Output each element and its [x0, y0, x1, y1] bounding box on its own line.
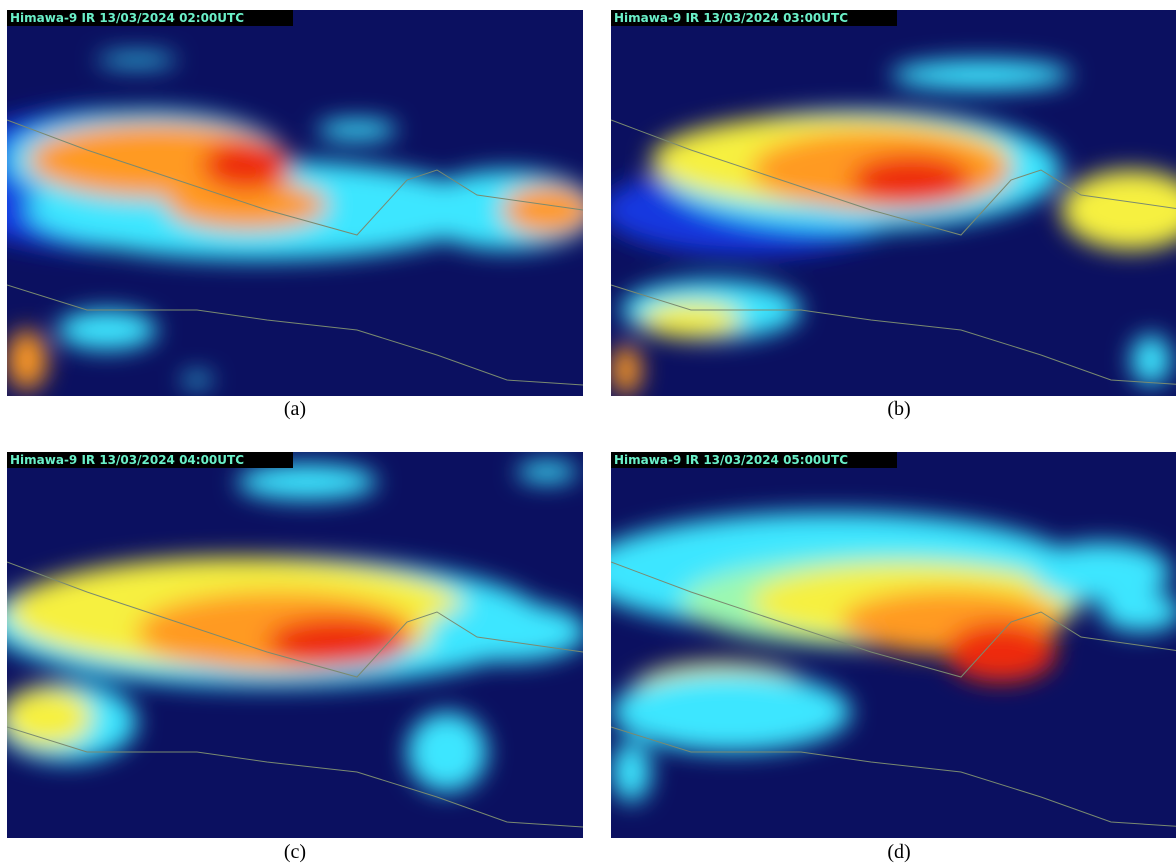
timestamp-label: Himawa-9 IR 13/03/2024 04:00UTC [10, 453, 244, 467]
cloud [891, 60, 1071, 90]
timestamp-label: Himawa-9 IR 13/03/2024 02:00UTC [10, 11, 244, 25]
cloud [57, 310, 157, 350]
caption: (c) [7, 841, 583, 864]
satellite-image: Himawa-9 IR 13/03/2024 02:00UTC [7, 10, 583, 396]
cloud [946, 622, 1056, 682]
cloud [611, 345, 641, 395]
cloud [1131, 335, 1171, 385]
cloud [517, 462, 577, 482]
cloud [317, 120, 397, 140]
satellite-image: Himawa-9 IR 13/03/2024 05:00UTC [611, 452, 1176, 838]
timestamp-label: Himawa-9 IR 13/03/2024 05:00UTC [614, 453, 848, 467]
caption: (d) [611, 841, 1176, 864]
satellite-image: Himawa-9 IR 13/03/2024 03:00UTC [611, 10, 1176, 396]
cloud [407, 712, 487, 792]
cloud [611, 742, 651, 802]
cloud [611, 672, 851, 752]
cloud [182, 374, 212, 386]
cloud [202, 140, 292, 190]
cloud [851, 155, 971, 205]
cloud [641, 302, 741, 338]
cloud [267, 617, 407, 667]
cloud [97, 54, 177, 66]
figure: Himawa-9 IR 13/03/2024 02:00UTC Himawa-9… [0, 0, 1176, 868]
cloud [427, 602, 583, 662]
cloud [237, 464, 377, 500]
caption: (b) [611, 398, 1176, 421]
cloud [7, 330, 47, 390]
timestamp-label: Himawa-9 IR 13/03/2024 03:00UTC [614, 11, 848, 25]
caption: (a) [7, 398, 583, 421]
satellite-image: Himawa-9 IR 13/03/2024 04:00UTC [7, 452, 583, 838]
